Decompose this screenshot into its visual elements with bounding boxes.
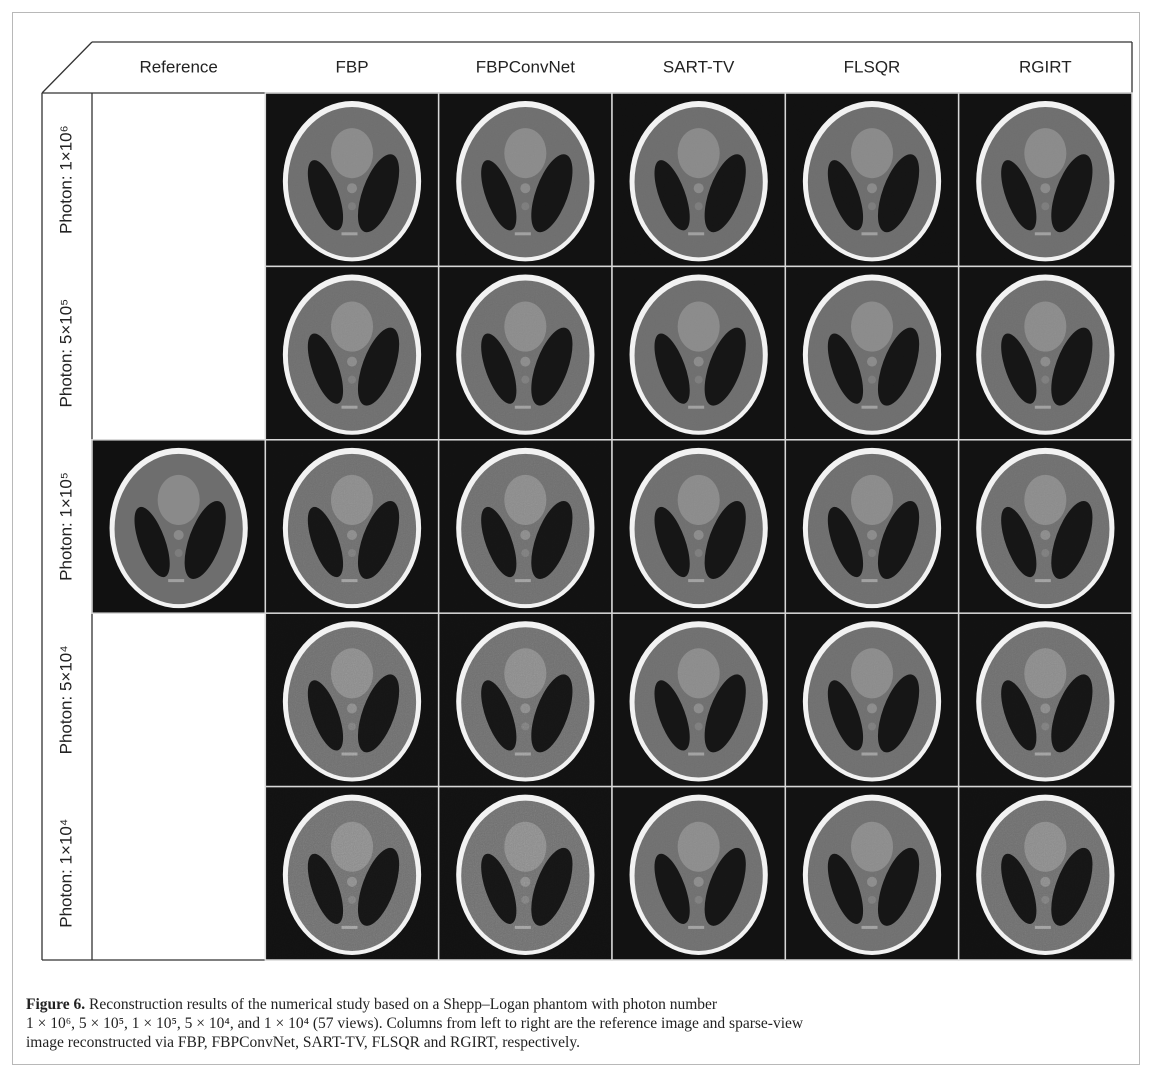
image-noise (612, 613, 785, 786)
image-noise (265, 613, 438, 786)
phantom-image (92, 440, 265, 613)
diagonal-corner (42, 42, 92, 93)
row-label: Photon: 1×10⁵ (56, 472, 75, 581)
image-noise (785, 613, 958, 786)
image-noise (785, 787, 958, 960)
image-noise (439, 266, 612, 439)
column-header: FBP (335, 57, 368, 76)
column-header: SART-TV (663, 57, 735, 76)
image-noise (612, 787, 785, 960)
column-header: FBPConvNet (476, 57, 575, 76)
image-noise (439, 440, 612, 613)
image-noise (612, 440, 785, 613)
column-header: RGIRT (1019, 57, 1072, 76)
row-label: Photon: 1×10⁴ (56, 819, 75, 928)
caption: Figure 6. Reconstruction results of the … (26, 995, 1136, 1052)
image-noise (959, 440, 1132, 613)
caption-line: image reconstructed via FBP, FBPConvNet,… (26, 1033, 1136, 1052)
image-noise (439, 787, 612, 960)
image-noise (959, 266, 1132, 439)
image-noise (785, 93, 958, 266)
figure: Reference FBP FBPConvNet SART-TV FLSQR RGIRT P… (0, 0, 1153, 980)
image-noise (439, 93, 612, 266)
image-noise (612, 93, 785, 266)
row-label: Photon: 5×10⁵ (56, 299, 75, 408)
image-noise (265, 266, 438, 439)
column-header: FLSQR (844, 57, 901, 76)
image-noise (265, 93, 438, 266)
caption-line: Figure 6. Reconstruction results of the … (26, 995, 1136, 1014)
image-noise (959, 93, 1132, 266)
image-noise (959, 613, 1132, 786)
row-label: Photon: 1×10⁶ (56, 125, 75, 234)
caption-label: Figure 6. (26, 996, 85, 1013)
image-noise (439, 613, 612, 786)
row-label: Photon: 5×10⁴ (56, 645, 75, 754)
image-noise (265, 787, 438, 960)
image-noise (265, 440, 438, 613)
image-noise (612, 266, 785, 439)
caption-text: Reconstruction results of the numerical … (89, 996, 717, 1013)
column-header: Reference (139, 57, 217, 76)
page: Reference FBP FBPConvNet SART-TV FLSQR RGIRT P… (0, 0, 1153, 1082)
caption-line: 1 × 10⁶, 5 × 10⁵, 1 × 10⁵, 5 × 10⁴, and … (26, 1014, 1136, 1033)
image-noise (785, 266, 958, 439)
image-noise (785, 440, 958, 613)
image-noise (959, 787, 1132, 960)
